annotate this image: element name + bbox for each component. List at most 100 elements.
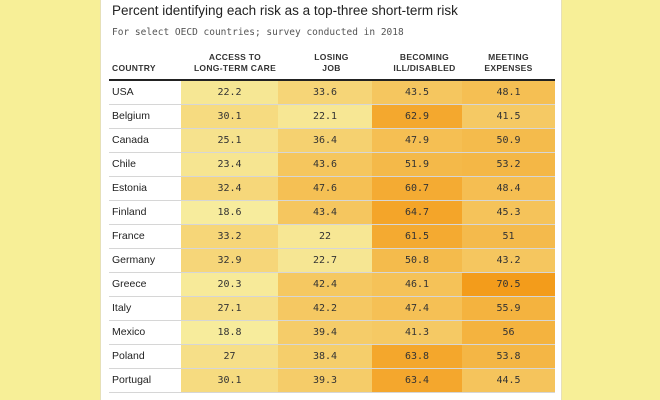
- column-header-line: BECOMING: [399, 52, 450, 62]
- table-row: Portugal 30.1 39.3 63.4 44.5: [101, 369, 561, 393]
- heatmap-cell: 43.2: [462, 249, 555, 272]
- heatmap-cell: 70.5: [462, 273, 555, 296]
- table-row: Estonia 32.4 47.6 60.7 48.4: [101, 177, 561, 201]
- heatmap-cell: 47.6: [278, 177, 372, 200]
- heatmap-cell: 48.1: [462, 81, 555, 104]
- column-header-line: LONG-TERM CARE: [193, 63, 277, 73]
- country-label: USA: [112, 86, 134, 98]
- column-header-long-term-care: ACCESS TO LONG-TERM CARE: [181, 52, 289, 74]
- country-label: Estonia: [112, 182, 148, 194]
- country-label: Belgium: [112, 110, 150, 122]
- heatmap-cell: 51.9: [372, 153, 462, 176]
- country-label: Canada: [112, 134, 149, 146]
- heatmap-cell: 41.5: [462, 105, 555, 128]
- table-row: Mexico 18.8 39.4 41.3 56: [101, 321, 561, 345]
- column-header-ill-disabled: BECOMING ILL/DISABLED: [372, 52, 477, 74]
- heatmap-cell: 20.3: [181, 273, 278, 296]
- country-label: Mexico: [112, 326, 146, 338]
- table-row: Germany 32.9 22.7 50.8 43.2: [101, 249, 561, 273]
- row-divider: [109, 200, 555, 201]
- column-header-line: LOSING: [314, 52, 349, 62]
- column-header-line: ILL/DISABLED: [393, 63, 456, 73]
- table-row: Italy 27.1 42.2 47.4 55.9: [101, 297, 561, 321]
- column-header-line: COUNTRY: [112, 63, 156, 73]
- heatmap-cell: 27.1: [181, 297, 278, 320]
- row-divider: [109, 320, 555, 321]
- heatmap-cell: 18.6: [181, 201, 278, 224]
- heatmap-cell: 43.6: [278, 153, 372, 176]
- country-label: Chile: [112, 158, 136, 170]
- table-row: Canada 25.1 36.4 47.9 50.9: [101, 129, 561, 153]
- row-divider: [109, 272, 555, 273]
- row-divider: [109, 128, 555, 129]
- column-header-line: ACCESS TO: [208, 52, 262, 62]
- table-row: Belgium 30.1 22.1 62.9 41.5: [101, 105, 561, 129]
- heatmap-cell: 53.8: [462, 345, 555, 368]
- column-header-line: JOB: [322, 63, 341, 73]
- column-header-line: EXPENSES: [484, 63, 533, 73]
- column-header-meeting-expenses: MEETING EXPENSES: [462, 52, 555, 74]
- country-label: Italy: [112, 302, 132, 314]
- heatmap-cell: 22.7: [278, 249, 372, 272]
- header-divider: [109, 79, 555, 81]
- heatmap-cell: 53.2: [462, 153, 555, 176]
- heatmap-cell: 22.2: [181, 81, 278, 104]
- heatmap-cell: 47.4: [372, 297, 462, 320]
- heatmap-cell: 63.4: [372, 369, 462, 392]
- heatmap-cell: 60.7: [372, 177, 462, 200]
- table-row: USA 22.2 33.6 43.5 48.1: [101, 81, 561, 105]
- row-divider: [109, 368, 555, 369]
- heatmap-cell: 25.1: [181, 129, 278, 152]
- table-row: France 33.2 22 61.5 51: [101, 225, 561, 249]
- heatmap-cell: 30.1: [181, 105, 278, 128]
- heatmap-cell: 43.4: [278, 201, 372, 224]
- country-label: France: [112, 230, 145, 242]
- heatmap-cell: 43.5: [372, 81, 462, 104]
- heatmap-cell: 39.3: [278, 369, 372, 392]
- heatmap-cell: 42.2: [278, 297, 372, 320]
- heatmap-cell: 30.1: [181, 369, 278, 392]
- column-header-losing-job: LOSING JOB: [278, 52, 385, 74]
- heatmap-cell: 38.4: [278, 345, 372, 368]
- heatmap-cell: 50.9: [462, 129, 555, 152]
- heatmap-cell: 62.9: [372, 105, 462, 128]
- column-header-line: MEETING: [488, 52, 529, 62]
- heatmap-cell: 32.9: [181, 249, 278, 272]
- heatmap-cell: 42.4: [278, 273, 372, 296]
- row-divider: [109, 176, 555, 177]
- country-label: Portugal: [112, 374, 152, 386]
- table-row: Poland 27 38.4 63.8 53.8: [101, 345, 561, 369]
- heatmap-cell: 33.6: [278, 81, 372, 104]
- heatmap-cell: 22: [278, 225, 372, 248]
- heatmap-cell: 55.9: [462, 297, 555, 320]
- country-label: Greece: [112, 278, 147, 290]
- country-label: Germany: [112, 254, 156, 266]
- heatmap-cell: 45.3: [462, 201, 555, 224]
- heatmap-cell: 33.2: [181, 225, 278, 248]
- heatmap-cell: 18.8: [181, 321, 278, 344]
- heatmap-cell: 61.5: [372, 225, 462, 248]
- heatmap-cell: 44.5: [462, 369, 555, 392]
- table-row: Chile 23.4 43.6 51.9 53.2: [101, 153, 561, 177]
- heatmap-cell: 23.4: [181, 153, 278, 176]
- heatmap-cell: 48.4: [462, 177, 555, 200]
- table-row: Greece 20.3 42.4 46.1 70.5: [101, 273, 561, 297]
- row-divider: [109, 224, 555, 225]
- chart-card: Percent identifying each risk as a top-t…: [100, 0, 562, 400]
- heatmap-cell: 63.8: [372, 345, 462, 368]
- heatmap-cell: 56: [462, 321, 555, 344]
- row-divider: [109, 344, 555, 345]
- heatmap-cell: 27: [181, 345, 278, 368]
- chart-subtitle: For select OECD countries; survey conduc…: [112, 27, 404, 38]
- country-label: Finland: [112, 206, 147, 218]
- heatmap-cell: 32.4: [181, 177, 278, 200]
- chart-title: Percent identifying each risk as a top-t…: [112, 3, 458, 18]
- table-row: Finland 18.6 43.4 64.7 45.3: [101, 201, 561, 225]
- row-divider: [109, 296, 555, 297]
- heatmap-cell: 51: [462, 225, 555, 248]
- column-header-country: COUNTRY: [112, 63, 156, 74]
- heatmap-cell: 22.1: [278, 105, 372, 128]
- row-divider: [109, 104, 555, 105]
- row-divider: [109, 392, 555, 393]
- country-label: Poland: [112, 350, 145, 362]
